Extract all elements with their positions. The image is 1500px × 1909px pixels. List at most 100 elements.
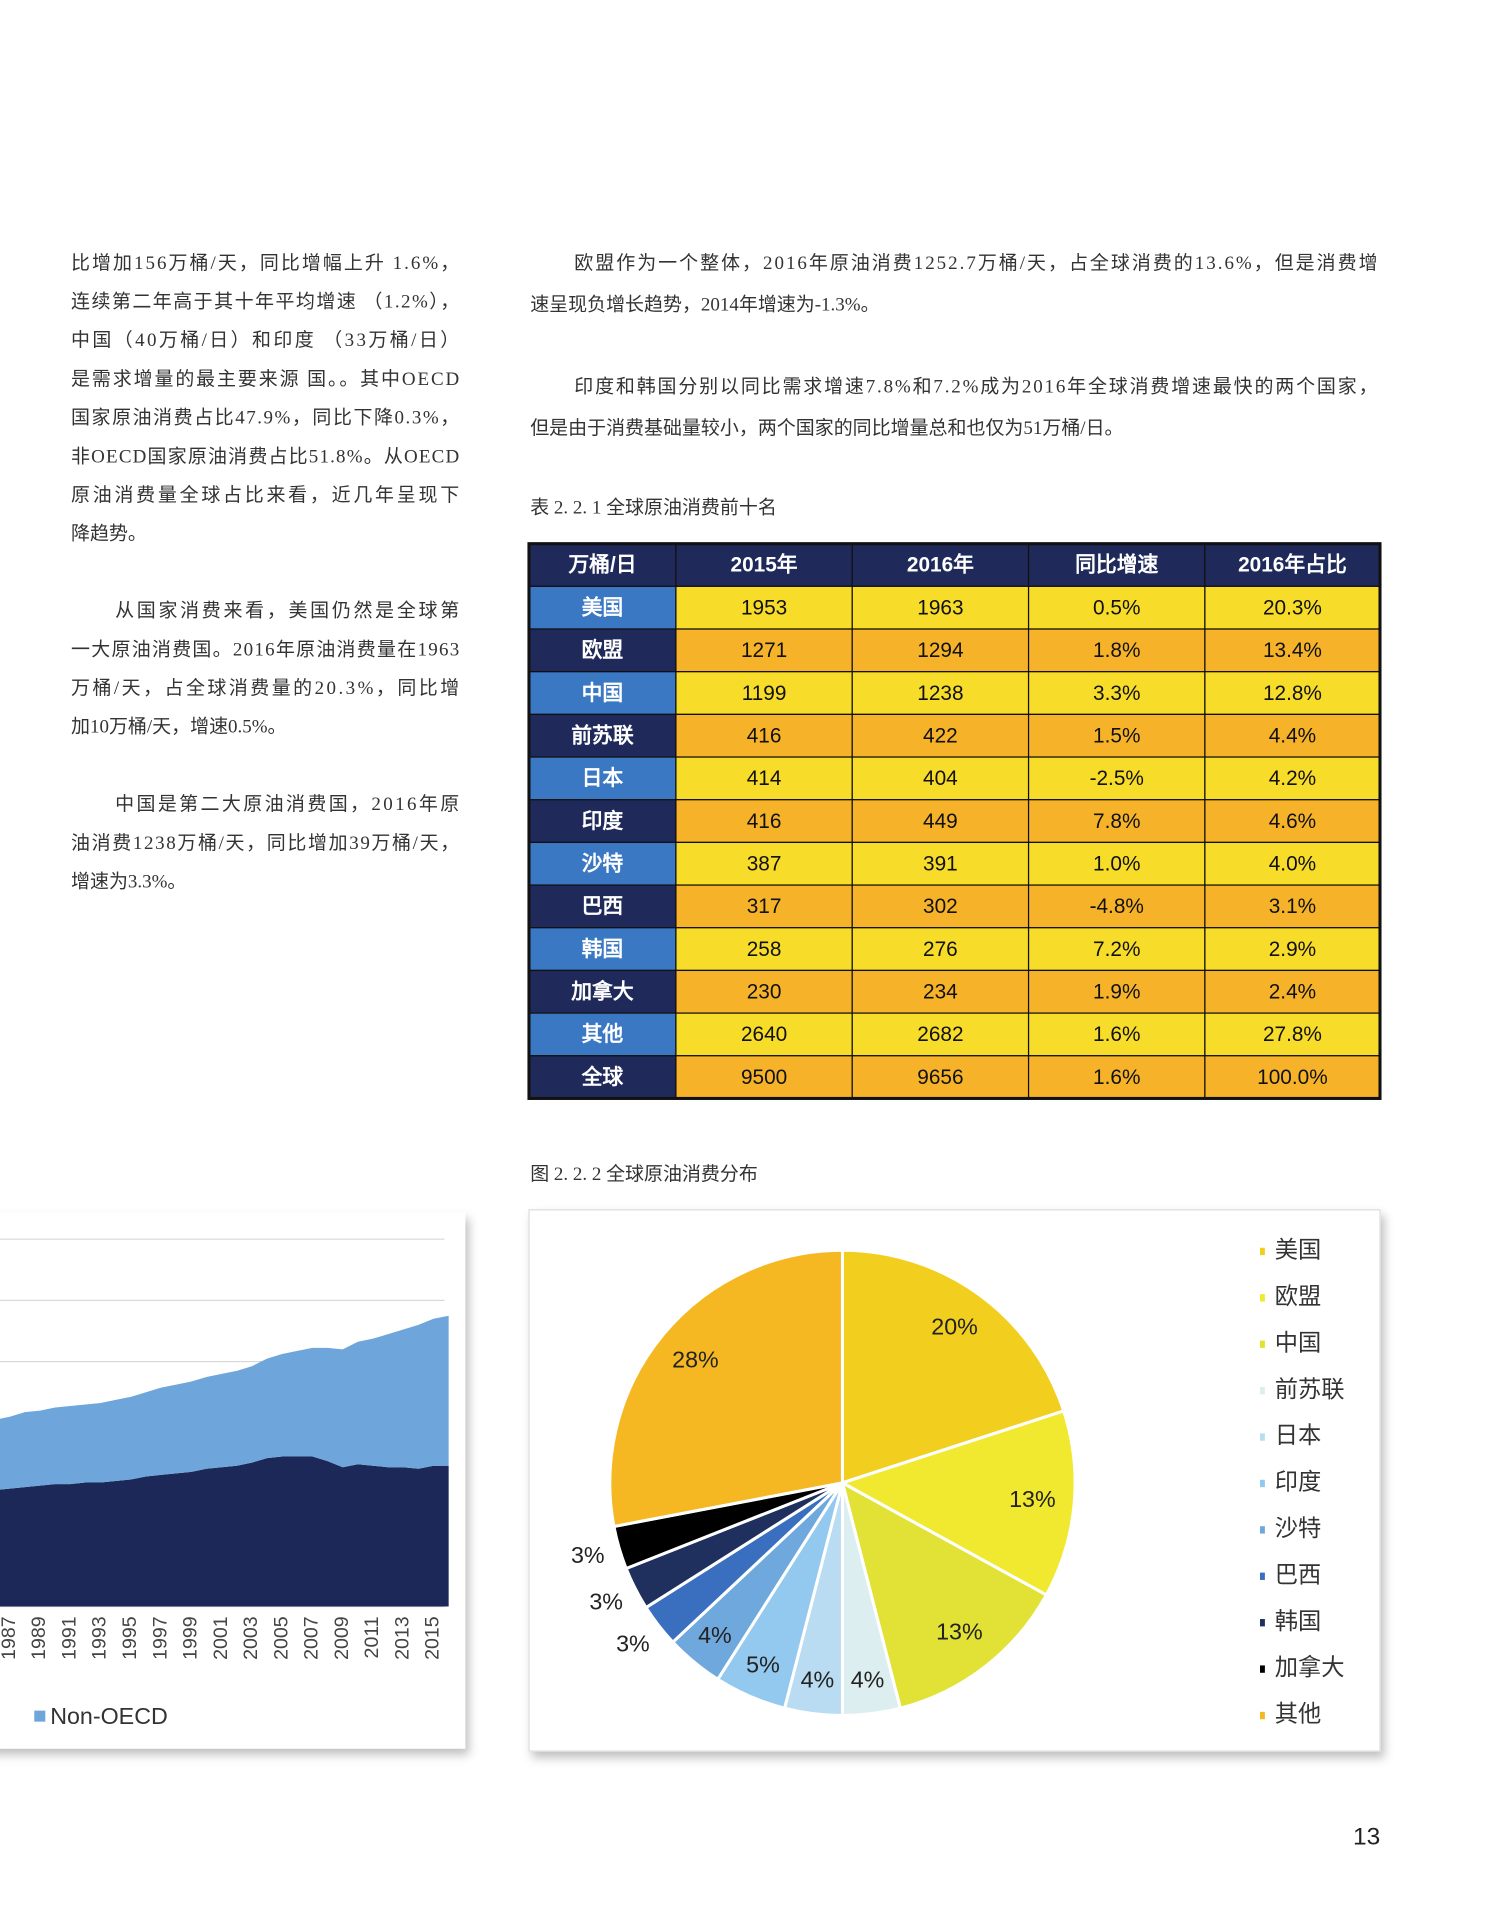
legend-swatch (1260, 1247, 1265, 1256)
x-tick-label: 1989 (28, 1616, 50, 1660)
table-cell-text: 印度 (582, 809, 624, 833)
table-cell-text: 9500 (741, 1066, 787, 1089)
table-cell-text: 4.0% (1269, 852, 1316, 875)
table-cell (528, 628, 677, 673)
legend-label: 日本 (1275, 1422, 1322, 1448)
legend-label: 印度 (1275, 1469, 1322, 1495)
table-cell (675, 585, 853, 630)
table-cell-text: 1.5% (1093, 724, 1140, 747)
table-cell (851, 713, 1030, 758)
area (0, 1456, 449, 1607)
table-cell-text: 2682 (917, 1023, 963, 1046)
table-cell-text: 391 (923, 852, 958, 875)
table-cell-text: 7.8% (1093, 810, 1140, 833)
table-cell-text: -4.8% (1090, 895, 1144, 918)
pie-label: 3% (571, 1542, 605, 1568)
table-cell-text: 449 (923, 810, 958, 833)
legend-swatch (1260, 1711, 1265, 1720)
page-number: 13 (1353, 1823, 1380, 1850)
table-border (527, 542, 1382, 1100)
x-tick-label: 1991 (58, 1616, 80, 1660)
text-line: 万桶/天，占全球消费量的20.3%，同比增 (71, 677, 459, 699)
table-cell (851, 671, 1030, 715)
legend-swatch (1260, 1479, 1265, 1488)
legend-swatch (1260, 1386, 1265, 1395)
pie-slice (838, 1409, 1077, 1598)
text-line: 降趋势。 (71, 523, 147, 545)
table-cell-text: 416 (747, 724, 782, 747)
x-tick-label: 1995 (119, 1616, 141, 1660)
table-cell-text: 1.8% (1093, 639, 1140, 662)
text-line: 国家原油消费占比47.9%，同比下降0.3%， (71, 407, 459, 429)
text-line: 从国家消费来看，美国仍然是全球第 (115, 600, 459, 622)
x-tick-label: 1987 (0, 1616, 20, 1660)
table-cell (675, 543, 853, 587)
table-cell-text: 258 (747, 938, 782, 961)
table-cell-text: 2.9% (1269, 938, 1316, 961)
table-cell-text: 1963 (917, 596, 963, 619)
x-tick-label: 2005 (270, 1616, 292, 1660)
table-cell (851, 585, 1030, 630)
table-cell-text: 1.6% (1093, 1023, 1140, 1046)
table-cell (1204, 884, 1381, 929)
legend-swatch (1260, 1619, 1265, 1627)
table-cell (851, 884, 1030, 929)
legend-label: 前苏联 (1275, 1376, 1345, 1402)
x-tick-label: 1999 (180, 1616, 202, 1660)
pie-label: 13% (1009, 1486, 1056, 1512)
table-cell (675, 713, 853, 758)
text-line: 一大原油消费国。2016年原油消费量在1963 (71, 638, 459, 660)
table-cell (528, 713, 677, 758)
table-cell (675, 1055, 853, 1100)
table-cell-text: 1238 (917, 682, 963, 705)
legend-swatch (1260, 1526, 1265, 1534)
table-cell (1027, 585, 1206, 630)
table-cell (675, 628, 853, 673)
table-cell-text: 2640 (741, 1023, 787, 1046)
table-cell-text: 387 (747, 852, 782, 875)
text-line: 连续第二年高于其十年平均增速 （1.2%）， (71, 291, 459, 313)
x-tick-label: 1993 (89, 1616, 111, 1660)
table-cell-text: 416 (747, 810, 782, 833)
legend-label: 其他 (1275, 1701, 1322, 1727)
table-cell-text: -2.5% (1090, 767, 1144, 790)
pie-label: 3% (589, 1588, 623, 1614)
legend-swatch (34, 1710, 46, 1722)
table-cell (851, 927, 1030, 972)
table-cell (528, 1055, 677, 1100)
table-cell-text: 日本 (582, 767, 624, 790)
table-cell-text: 1.9% (1093, 980, 1140, 1003)
x-tick-label: 2013 (391, 1616, 413, 1660)
legend-label: 加拿大 (1275, 1654, 1345, 1680)
table-cell-text: 1199 (742, 682, 787, 705)
legend-swatch (1260, 1572, 1265, 1580)
table-cell-text: 2.4% (1269, 980, 1316, 1003)
table-cell-text: 加拿大 (570, 979, 634, 1003)
table-cell (675, 671, 853, 715)
text-line: 速呈现负增长趋势，2014年增速为-1.3%。 (530, 293, 879, 315)
pie-slice (840, 1248, 1066, 1485)
table-cell (1027, 799, 1206, 844)
table-cell-text: 317 (747, 895, 782, 918)
table-cell (1027, 1055, 1206, 1100)
legend-label: Non-OECD (50, 1703, 168, 1729)
table-cell-text: 中国 (582, 681, 624, 705)
table-cell-text: 27.8% (1263, 1023, 1322, 1046)
table-caption: 表 2. 2. 1 全球原油消费前十名 (530, 497, 777, 519)
pie-label: 5% (746, 1652, 780, 1678)
pie-label: 4% (851, 1667, 885, 1693)
table-cell-text: 12.8% (1263, 682, 1322, 705)
table-cell (851, 628, 1030, 673)
x-tick-label: 1997 (149, 1616, 171, 1660)
table-cell (851, 841, 1030, 886)
table-cell (851, 1055, 1030, 1100)
table-cell-text: 3.1% (1269, 895, 1316, 918)
pie-label: 20% (931, 1314, 978, 1340)
table-cell-text: 7.2% (1093, 938, 1140, 961)
table-cell (851, 969, 1030, 1014)
text-line: 增速为3.3%。 (71, 870, 186, 892)
table-cell-text: 1.0% (1093, 852, 1140, 875)
table-cell (1027, 713, 1206, 758)
table-cell (1027, 628, 1206, 673)
legend-label: 巴西 (1275, 1561, 1322, 1587)
